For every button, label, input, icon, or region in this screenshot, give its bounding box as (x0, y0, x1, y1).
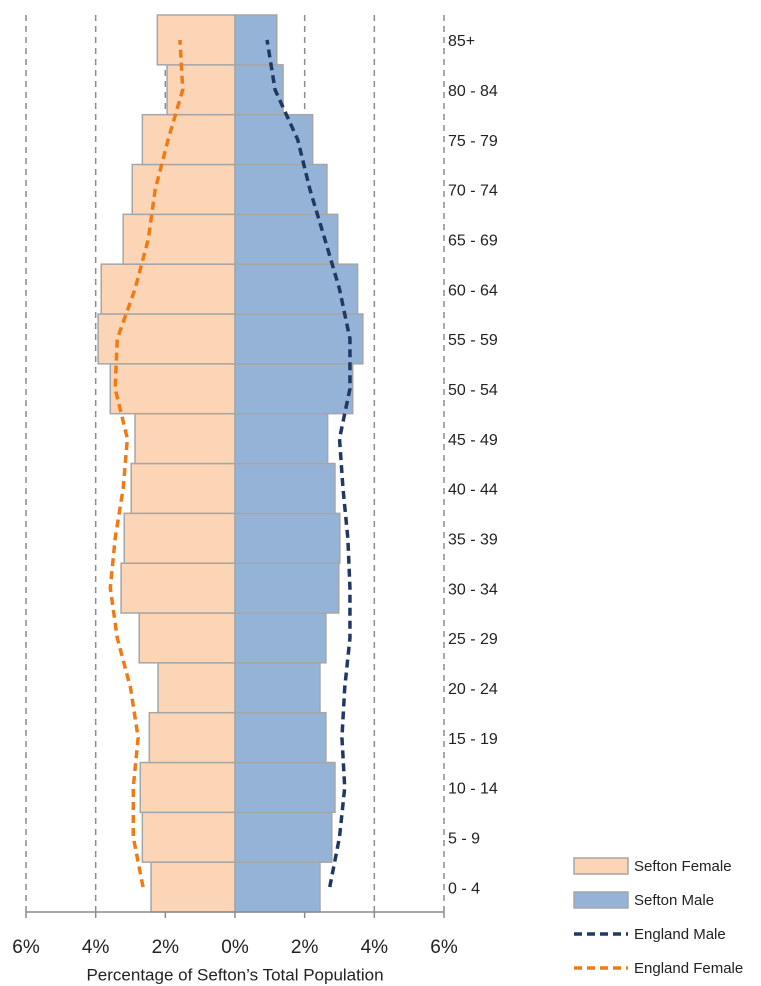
bar (120, 562, 236, 614)
y-tick-label: 80 - 84 (448, 83, 498, 100)
y-tick-label: 30 - 34 (448, 581, 498, 598)
bar (234, 562, 340, 614)
bar (234, 163, 328, 216)
bar (234, 612, 327, 664)
y-tick-label: 60 - 64 (448, 282, 498, 299)
bar (139, 761, 236, 814)
y-tick-label: 35 - 39 (448, 531, 498, 548)
x-tick-label: 4% (361, 937, 389, 958)
x-tick-label: 6% (430, 937, 458, 958)
y-tick-label: 85+ (448, 33, 475, 50)
y-tick-label: 40 - 44 (448, 482, 498, 499)
bar (234, 313, 364, 365)
bar (130, 462, 236, 515)
bar (97, 313, 236, 365)
y-tick-label: 45 - 49 (448, 432, 498, 449)
legend-label: Sefton Male (634, 892, 714, 909)
bar (109, 363, 236, 415)
bar (123, 512, 236, 564)
bar (234, 14, 278, 66)
bar (234, 462, 336, 515)
bar (157, 662, 236, 714)
x-tick-label: 0% (221, 937, 249, 958)
bar (234, 412, 329, 465)
bar (150, 861, 236, 913)
bar (234, 512, 341, 564)
y-tick-label: 50 - 54 (448, 382, 498, 399)
legend-label: Sefton Female (634, 858, 732, 875)
x-tick-label: 2% (152, 937, 180, 958)
bar (234, 263, 359, 315)
y-tick-label: 20 - 24 (448, 681, 498, 698)
bar (141, 811, 236, 863)
y-tick-label: 75 - 79 (448, 133, 498, 150)
bar (156, 14, 236, 66)
bar (234, 861, 321, 913)
y-tick-label: 65 - 69 (448, 232, 498, 249)
bar (134, 412, 236, 465)
bar (234, 213, 339, 265)
bar (141, 113, 236, 166)
line (108, 39, 185, 888)
y-tick-label: 10 - 14 (448, 781, 498, 798)
x-axis-title: Percentage of Sefton’s Total Population (86, 965, 383, 984)
bar (234, 363, 354, 415)
y-tick-label: 0 - 4 (448, 880, 480, 897)
bar (100, 263, 236, 315)
bar (138, 612, 236, 664)
y-tick-label: 5 - 9 (448, 830, 480, 847)
x-tick-label: 2% (291, 937, 319, 958)
bar (234, 711, 327, 764)
bar (234, 811, 333, 863)
bar (122, 213, 236, 265)
legend-swatch (573, 857, 629, 875)
x-tick-label: 6% (12, 937, 40, 958)
bar (234, 113, 314, 166)
bar (148, 711, 236, 764)
y-tick-label: 70 - 74 (448, 183, 498, 200)
y-tick-label: 15 - 19 (448, 731, 498, 748)
y-tick-label: 25 - 29 (448, 631, 498, 648)
x-tick-label: 4% (82, 937, 110, 958)
legend-label: England Female (634, 960, 743, 977)
y-tick-label: 55 - 59 (448, 332, 498, 349)
bar (131, 163, 236, 216)
bar (234, 662, 321, 714)
bar (234, 761, 336, 814)
legend-swatch (573, 891, 629, 909)
legend-label: England Male (634, 926, 726, 943)
